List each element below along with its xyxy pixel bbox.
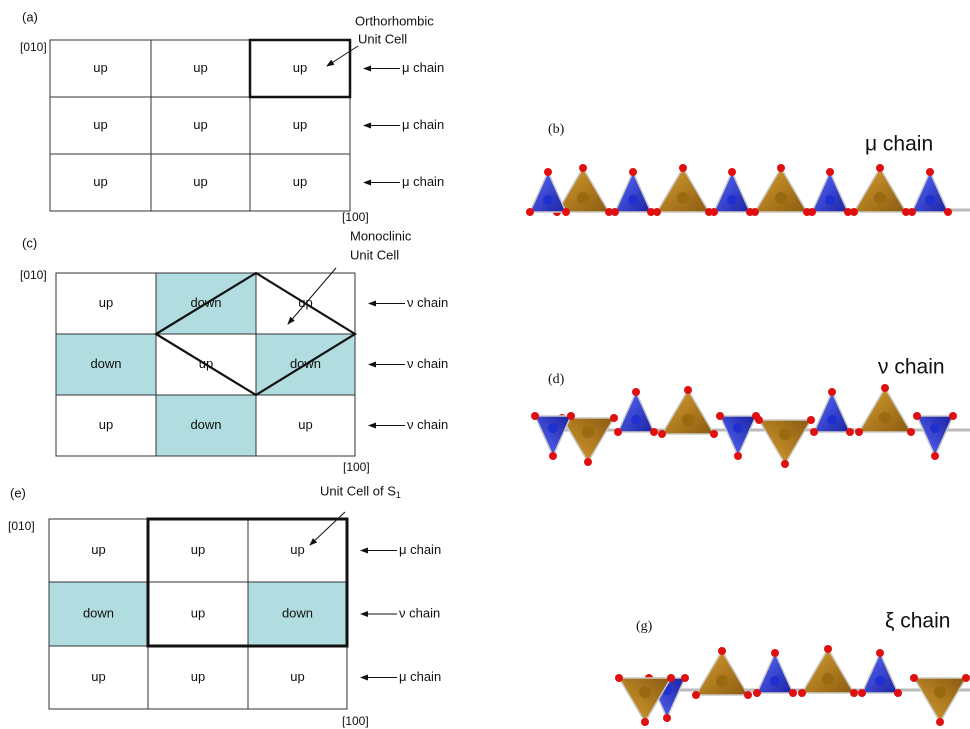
cell-label: up: [293, 60, 307, 75]
chain-label: μ chain: [399, 669, 441, 684]
cell-label: up: [290, 669, 304, 684]
cell-label: up: [290, 542, 304, 557]
annotation: Orthorhombic: [355, 13, 434, 28]
cell-label: up: [99, 417, 113, 432]
chain-label: μ chain: [402, 60, 444, 75]
cell-label: up: [93, 117, 107, 132]
cell-label: up: [191, 669, 205, 684]
mu-chain-structure: [526, 164, 970, 216]
cell-label: up: [193, 174, 207, 189]
cell-label: up: [193, 117, 207, 132]
axis-label: [100]: [342, 210, 369, 224]
cell-label: down: [190, 417, 221, 432]
chain-title: ν chain: [878, 356, 945, 379]
cell-label: up: [91, 669, 105, 684]
axis-label: [100]: [343, 460, 370, 474]
cell-label: down: [90, 356, 121, 371]
panel: (c)[010][100]updownupdownupdownupdownupν…: [20, 228, 448, 474]
nu-chain-structure: [531, 384, 970, 468]
annotation: Unit Cell: [350, 247, 399, 262]
annotation: Monoclinic: [350, 228, 412, 243]
panel-label: (g): [636, 619, 653, 634]
axis-label: [010]: [20, 268, 47, 282]
cell-label: up: [99, 295, 113, 310]
panel-label: (c): [22, 235, 37, 250]
xi-chain-structure: [615, 645, 970, 726]
subscript: 1: [396, 490, 401, 500]
chain-label: ν chain: [407, 356, 448, 371]
axis-label: [100]: [342, 714, 369, 728]
panel-label: (b): [548, 122, 565, 137]
annotation: Unit Cell of S1: [320, 483, 401, 500]
cell-label: up: [91, 542, 105, 557]
cell-label: down: [83, 605, 114, 620]
panel: (a) [010] [100] up up up up up up up up up μ chain μ …: [20, 9, 444, 224]
panel-label: (d): [548, 372, 565, 387]
cell-label: up: [293, 117, 307, 132]
figure: (a) [010] [100] up up up up up up up up up μ chain μ …: [0, 0, 970, 729]
cell-label: up: [93, 174, 107, 189]
chain-label: ν chain: [399, 605, 440, 620]
chain-label: ν chain: [407, 295, 448, 310]
panel-label: (e): [10, 485, 26, 500]
chain-title: ξ chain: [885, 610, 950, 633]
cell-label: up: [191, 605, 205, 620]
cell-label: up: [93, 60, 107, 75]
cell-label: up: [193, 60, 207, 75]
cell-label: down: [282, 605, 313, 620]
axis-label: [010]: [8, 519, 35, 533]
panel-label: (a): [22, 9, 38, 24]
axis-label: [010]: [20, 40, 47, 54]
chain-label: μ chain: [402, 117, 444, 132]
cell-label: up: [191, 542, 205, 557]
cell-label: up: [293, 174, 307, 189]
chain-label: ν chain: [407, 417, 448, 432]
chain-label: μ chain: [399, 542, 441, 557]
chain-label: μ chain: [402, 174, 444, 189]
chain-title: μ chain: [865, 133, 933, 156]
cell-label: up: [298, 417, 312, 432]
annotation: Unit Cell: [358, 31, 407, 46]
